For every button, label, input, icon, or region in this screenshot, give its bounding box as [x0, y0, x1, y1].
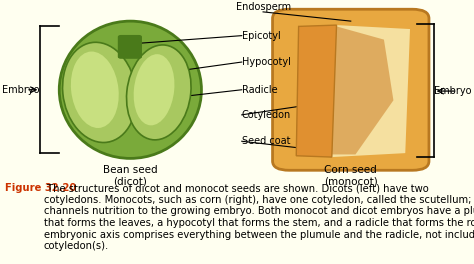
- Polygon shape: [296, 25, 337, 157]
- Text: Seed coat: Seed coat: [242, 136, 290, 146]
- Text: Figure 32.20: Figure 32.20: [5, 183, 76, 193]
- Ellipse shape: [59, 21, 201, 158]
- Text: Cotyledon: Cotyledon: [242, 110, 291, 120]
- Text: Endosperm: Endosperm: [236, 2, 291, 12]
- Ellipse shape: [134, 54, 174, 125]
- Ellipse shape: [71, 51, 119, 128]
- Text: Embryo: Embryo: [434, 86, 472, 96]
- Ellipse shape: [63, 42, 137, 143]
- Text: The structures of dicot and monocot seeds are shown. Dicots (left) have two
coty: The structures of dicot and monocot seed…: [44, 183, 474, 251]
- Text: Corn seed
(monocot): Corn seed (monocot): [324, 165, 378, 186]
- Polygon shape: [332, 25, 410, 157]
- Text: Radicle: Radicle: [242, 85, 277, 95]
- Text: Hypocotyl: Hypocotyl: [242, 57, 291, 67]
- Ellipse shape: [127, 45, 191, 140]
- Text: Epicotyl: Epicotyl: [242, 31, 281, 41]
- FancyBboxPatch shape: [273, 9, 429, 170]
- Text: Bean seed
(dicot): Bean seed (dicot): [103, 165, 158, 186]
- Polygon shape: [299, 26, 393, 154]
- Text: Embryo: Embryo: [2, 85, 40, 95]
- FancyBboxPatch shape: [118, 36, 141, 58]
